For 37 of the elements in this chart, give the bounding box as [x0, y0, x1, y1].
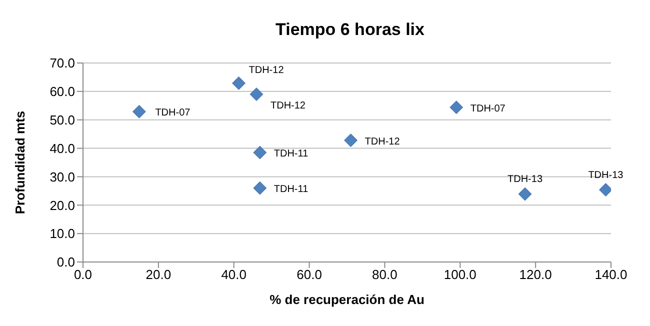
- y-axis-title: Profundidad mts: [12, 110, 28, 214]
- point: [253, 146, 267, 160]
- x-tick-label: 0.0: [74, 267, 92, 282]
- annotation: TDH-12: [270, 100, 306, 112]
- x-tick-label: 20.0: [146, 267, 172, 282]
- annotation: TDH-07: [470, 103, 506, 114]
- point: [132, 104, 146, 118]
- y-tick-label: 60.0: [50, 84, 75, 100]
- annotation: TDH-13: [588, 170, 624, 181]
- y-tick-label: 0.0: [56, 254, 75, 270]
- x-tick-label: 60.0: [296, 267, 322, 282]
- annotation: TDH-12: [364, 136, 400, 148]
- point: [250, 88, 264, 102]
- chart-title: Tiempo 6 horas lix: [274, 20, 426, 40]
- annotation: TDH-07: [155, 108, 191, 119]
- y-tick-label: 10.0: [50, 226, 75, 242]
- annotation: TDH-11: [274, 148, 309, 160]
- point: [518, 187, 532, 201]
- x-tick-label: 140.0: [594, 267, 628, 282]
- x-tick-label: 120.0: [519, 267, 552, 282]
- x-tick-label: 100.0: [444, 267, 476, 282]
- point: [598, 183, 611, 197]
- point: [232, 76, 246, 90]
- point: [344, 134, 358, 148]
- x-axis-title: % de recuperación de Au: [270, 292, 424, 307]
- y-tick-label: 50.0: [50, 112, 75, 128]
- annotation: TDH-12: [248, 65, 284, 76]
- x-tick-label: 80.0: [372, 267, 398, 282]
- x-tick-label: 40.0: [221, 267, 247, 282]
- point: [253, 181, 267, 195]
- y-tick-label: 30.0: [50, 169, 75, 184]
- y-tick-label: 20.0: [50, 198, 75, 213]
- y-tick-label: 40.0: [50, 140, 75, 156]
- annotation: TDH-13: [508, 174, 543, 186]
- annotation: TDH-11: [274, 184, 309, 196]
- y-tick-label: 70.0: [50, 56, 75, 71]
- point: [450, 100, 464, 114]
